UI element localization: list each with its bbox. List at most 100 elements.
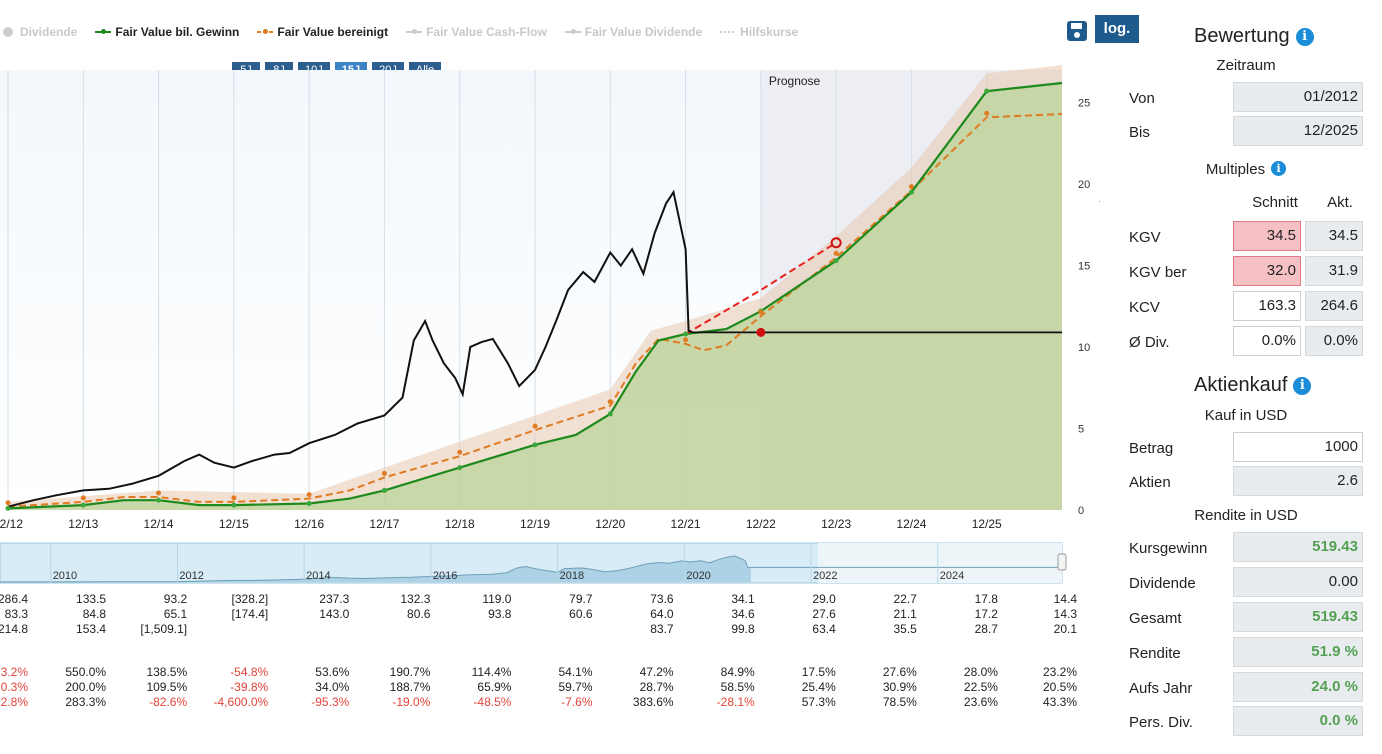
save-button[interactable] bbox=[1066, 20, 1088, 42]
table-cell: 30.9% bbox=[882, 680, 917, 694]
info-icon[interactable]: i bbox=[1271, 161, 1287, 176]
table-cell: 20.5% bbox=[1042, 680, 1077, 694]
legend-item[interactable]: Fair Value Dividende bbox=[564, 25, 703, 39]
bereinigt-point bbox=[457, 449, 463, 455]
bis-label: Bis bbox=[1129, 124, 1150, 141]
bereinigt-point bbox=[381, 470, 387, 476]
legend-item[interactable]: Fair Value bereinigt bbox=[257, 25, 388, 39]
fair-value-area bbox=[8, 83, 1062, 510]
table-cell: 83.3 bbox=[4, 607, 28, 621]
table-cell: 80.6 bbox=[407, 607, 431, 621]
table-cell: -28.1% bbox=[716, 695, 755, 709]
bis-field[interactable]: 12/2025 bbox=[1233, 116, 1363, 146]
table-cell: 2.8% bbox=[0, 695, 28, 709]
navigator-area bbox=[0, 556, 751, 582]
bewertung-heading: Bewertung i bbox=[1194, 25, 1314, 48]
legend-item[interactable]: Dividende bbox=[0, 25, 77, 39]
navigator-year-label: 2024 bbox=[940, 570, 964, 582]
x-tick-label: 12/21 bbox=[671, 517, 701, 531]
gewinn-point bbox=[984, 88, 990, 94]
rendite-label: Rendite bbox=[1129, 645, 1181, 662]
betrag-input[interactable]: 1000 bbox=[1233, 432, 1363, 462]
table-cell: 99.8 bbox=[731, 622, 755, 636]
legend-symbol bbox=[564, 27, 581, 37]
legend-item[interactable]: Fair Value bil. Gewinn bbox=[95, 25, 239, 39]
table-cell: 84.9% bbox=[720, 665, 755, 679]
info-icon[interactable]: i bbox=[1293, 377, 1312, 395]
table-cell: 237.3 bbox=[319, 592, 350, 606]
log-scale-button[interactable]: log. bbox=[1095, 15, 1139, 43]
x-tick-label: 12/16 bbox=[294, 517, 324, 531]
x-tick-label: 12/23 bbox=[821, 517, 851, 531]
table-cell: 57.3% bbox=[801, 695, 836, 709]
legend-label: Fair Value bereinigt bbox=[277, 25, 389, 39]
table-cell: -19.0% bbox=[392, 695, 431, 709]
akt-header: Akt. bbox=[1327, 194, 1353, 211]
chart-navigator[interactable]: 2010 2012 2014 2016 2018 2020 2022 2024 bbox=[0, 542, 1085, 584]
bereinigt-point bbox=[80, 495, 86, 501]
y-tick-label: 20 bbox=[1078, 179, 1090, 191]
x-tick-label: 12/24 bbox=[896, 517, 926, 531]
gewinn-point bbox=[532, 442, 538, 448]
aktien-value: 2.6 bbox=[1233, 466, 1363, 496]
multiples-heading: Multiples i bbox=[1110, 161, 1382, 178]
chart-legend: Dividende Fair Value bil. Gewinn Fair Valu… bbox=[0, 22, 816, 42]
table-cell: 63.4 bbox=[812, 622, 836, 636]
table-cell: 93.8 bbox=[488, 607, 512, 621]
table-cell: 143.0 bbox=[319, 607, 350, 621]
kgv-ber-schnitt-field[interactable]: 32.0 bbox=[1233, 256, 1301, 286]
table-cell: 27.6% bbox=[882, 665, 917, 679]
gewinn-point bbox=[457, 465, 463, 471]
legend-label: Fair Value Dividende bbox=[584, 25, 703, 39]
kcv-schnitt-field[interactable]: 163.3 bbox=[1233, 291, 1301, 321]
gewinn-point bbox=[683, 331, 689, 337]
prognose-label: Prognose bbox=[769, 74, 821, 88]
bereinigt-point bbox=[532, 423, 538, 429]
info-icon[interactable]: i bbox=[1295, 28, 1314, 46]
table-cell: 65.9% bbox=[477, 680, 512, 694]
table-cell: [1,509.1] bbox=[140, 622, 188, 636]
div-label: Ø Div. bbox=[1129, 334, 1170, 351]
kcv-akt-value: 264.6 bbox=[1305, 291, 1363, 321]
kgv-schnitt-field[interactable]: 34.5 bbox=[1233, 221, 1301, 251]
current-price-marker[interactable] bbox=[756, 327, 766, 337]
navigator-year-label: 2020 bbox=[686, 570, 710, 582]
legend-item[interactable]: Fair Value Cash-Flow bbox=[406, 25, 547, 39]
fair-value-gewinn-line bbox=[7, 81, 1063, 510]
x-tick-label: 12/15 bbox=[219, 517, 249, 531]
div-schnitt-field[interactable]: 0.0% bbox=[1233, 326, 1301, 356]
rendite-heading: Rendite in USD bbox=[1194, 507, 1298, 524]
table-cell: 28.0% bbox=[963, 665, 998, 679]
forecast-marker[interactable] bbox=[830, 237, 842, 249]
table-cell: 35.5 bbox=[893, 622, 917, 636]
table-cell: 64.0 bbox=[650, 607, 674, 621]
navigator-year-label: 2014 bbox=[306, 570, 330, 582]
kgv-ber-akt-value: 31.9 bbox=[1305, 256, 1363, 286]
table-cell: [328.2] bbox=[231, 592, 269, 606]
navigator-year-label: 2016 bbox=[433, 570, 457, 582]
dividende-label: Dividende bbox=[1129, 575, 1196, 592]
table-cell: 0.3% bbox=[0, 680, 28, 694]
table-cell: 550.0% bbox=[65, 665, 107, 679]
navigator-line bbox=[0, 555, 751, 583]
table-cell: -39.8% bbox=[230, 680, 269, 694]
aktienkauf-heading: Aktienkauf i bbox=[1194, 374, 1312, 397]
legend-label: Hilfskurse bbox=[740, 25, 799, 39]
table-cell: 58.5% bbox=[720, 680, 755, 694]
table-cell: 25.4% bbox=[801, 680, 836, 694]
y-tick-label: 15 bbox=[1078, 261, 1090, 273]
navigator-year-label: 2018 bbox=[560, 570, 584, 582]
navigator-handle[interactable] bbox=[1057, 553, 1067, 571]
von-field[interactable]: 01/2012 bbox=[1233, 82, 1363, 112]
gewinn-point bbox=[381, 487, 387, 493]
bereinigt-point bbox=[683, 337, 689, 343]
gesamt-value: 519.43 bbox=[1233, 602, 1363, 632]
dividende-value: 0.00 bbox=[1233, 567, 1363, 597]
legend-item[interactable]: Hilfskurse bbox=[720, 25, 798, 39]
table-cell: 59.7% bbox=[558, 680, 593, 694]
aufs-jahr-value: 24.0 % bbox=[1233, 672, 1363, 702]
table-cell: 78.5% bbox=[882, 695, 917, 709]
legend-label: Fair Value Cash-Flow bbox=[426, 25, 547, 39]
rendite-value: 51.9 % bbox=[1233, 637, 1363, 667]
table-cell: 54.1% bbox=[558, 665, 593, 679]
